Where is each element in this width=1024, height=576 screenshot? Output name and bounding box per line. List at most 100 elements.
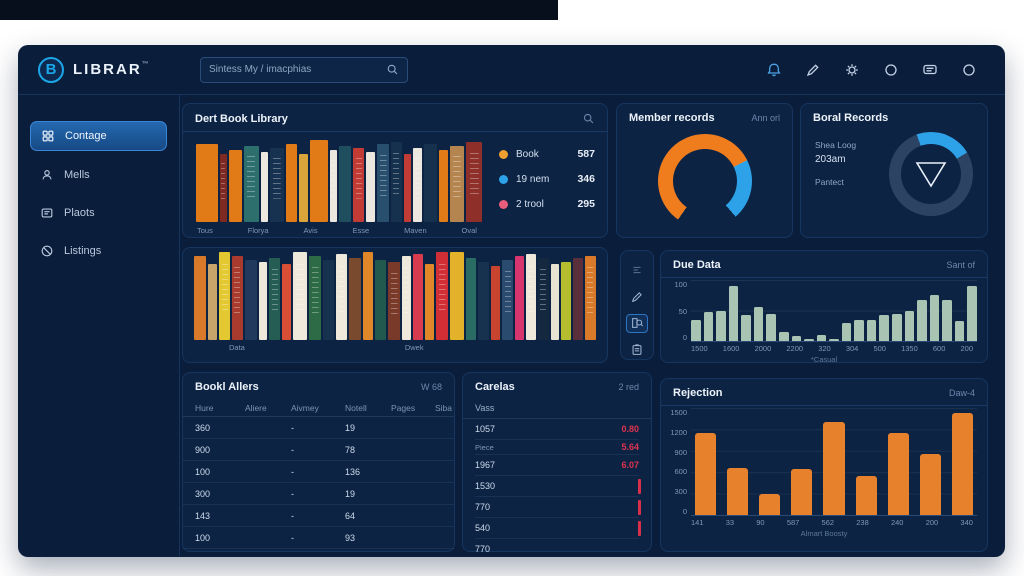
book-spine	[229, 150, 242, 222]
book-spine	[387, 262, 400, 340]
chart-bar	[942, 300, 952, 341]
book-spine	[348, 258, 361, 340]
due-bar-chart	[691, 280, 977, 342]
chat-lines-icon[interactable]	[921, 61, 938, 78]
logo-b-icon: B	[38, 56, 64, 83]
logo-trademark: ™	[141, 61, 151, 68]
circle-icon[interactable]	[882, 61, 899, 78]
book-spine	[298, 154, 309, 222]
pen-icon[interactable]	[804, 61, 821, 78]
book-spine	[515, 256, 524, 340]
lines-icon[interactable]	[626, 261, 648, 279]
book-spine	[412, 148, 423, 222]
book-spine	[309, 256, 322, 340]
bookshelf-spines	[183, 248, 607, 340]
user-circle-icon[interactable]	[960, 61, 977, 78]
book-spine	[261, 152, 269, 222]
main-content: Dert Book Library Tous Florya Avis Esse Mave…	[180, 95, 1005, 556]
book-spine	[353, 148, 365, 222]
legend-dot-icon	[499, 199, 508, 209]
sidebar-item-listings[interactable]: Listings	[30, 237, 167, 265]
search-bar[interactable]	[200, 56, 408, 83]
chart-bar	[759, 494, 781, 515]
panel-title: Member records	[629, 112, 715, 124]
table-row: 360-19	[183, 417, 454, 439]
label: Aivmey	[291, 402, 319, 413]
book-search-icon[interactable]	[626, 313, 648, 333]
gear-icon[interactable]	[843, 61, 860, 78]
sidebar-item-contage[interactable]: Contage	[30, 121, 167, 151]
label: Florya	[247, 226, 269, 235]
book-spine	[425, 264, 434, 340]
sidebar: Contage Mells Plaots Listings	[18, 95, 180, 556]
search-icon	[387, 64, 398, 75]
label: Oval	[461, 226, 477, 235]
book-spine	[572, 258, 583, 340]
app-window: B LIBRAR™ Contage Mells	[18, 45, 1005, 557]
bookshelf-captions: Data Dwek	[229, 343, 424, 352]
chart-bar	[919, 453, 941, 515]
carelas-link[interactable]: 2 red	[618, 382, 639, 392]
book-spine	[310, 140, 328, 222]
member-records-link[interactable]: Ann orl	[751, 113, 780, 123]
carelas-row: 1057 0.80	[475, 419, 639, 440]
sidebar-item-mells[interactable]: Mells	[30, 161, 167, 189]
card-icon	[41, 208, 53, 218]
label: 562	[821, 518, 835, 527]
table-header: Hure Aliere Aivmey Notell Pages Siba	[183, 399, 454, 417]
label: Pages	[391, 402, 416, 413]
rejection-xlabel: Almart Boosty	[800, 529, 848, 538]
book-spine	[402, 256, 412, 340]
chart-bar	[892, 313, 902, 341]
chart-bar	[967, 286, 977, 341]
rejection-link[interactable]: Daw-4	[948, 388, 975, 398]
label: 238	[856, 518, 869, 527]
label: 1500	[670, 408, 687, 417]
book-spine	[270, 148, 285, 222]
search-input[interactable]	[209, 64, 386, 75]
clipboard-icon[interactable]	[626, 341, 648, 359]
chart-bar	[951, 413, 973, 515]
book-spine	[561, 262, 571, 340]
label: 2000	[754, 344, 772, 353]
carelas-row: 770	[475, 497, 641, 518]
panel-title: Bookl Allers	[195, 381, 259, 393]
book-spine	[286, 144, 297, 222]
due-y-axis: 100 50 0	[671, 280, 691, 342]
triangle-down-icon	[915, 162, 947, 188]
bell-icon[interactable]	[765, 61, 782, 78]
label: 587	[786, 518, 800, 527]
book-spine	[374, 260, 386, 340]
chart-bar	[829, 339, 839, 341]
book-spine	[362, 252, 373, 340]
book-spine	[376, 144, 390, 222]
label: 600	[932, 344, 946, 353]
carelas-subheader: Vass	[463, 399, 651, 419]
chart-bar	[778, 331, 789, 341]
table-row: 300-19	[183, 483, 454, 505]
book-spine	[196, 144, 218, 222]
label: Esse	[352, 226, 370, 235]
sidebar-item-label: Plaots	[64, 207, 95, 219]
due-data-link[interactable]: Sant of	[946, 260, 975, 270]
book-alerts-link[interactable]: W 68	[420, 382, 442, 392]
label: 900	[674, 447, 687, 457]
pen-icon[interactable]	[626, 287, 648, 305]
carelas-row: 540	[475, 518, 641, 539]
label: 300	[674, 487, 687, 497]
panel-search-icon[interactable]	[582, 112, 595, 125]
label: 90	[756, 518, 765, 527]
legend-item: 19 nem 346	[499, 173, 595, 185]
book-spine	[435, 252, 448, 340]
shelf-labels: Tous Florya Avis Esse Maven Oval	[195, 222, 483, 235]
tool-strip	[620, 250, 654, 360]
label: 33	[725, 518, 735, 527]
panel-title: Due Data	[673, 259, 721, 271]
logo-wordmark: LIBRAR™	[73, 61, 151, 78]
book-spine	[438, 150, 449, 222]
red-tick-indicator	[638, 521, 641, 536]
label: 100	[674, 280, 687, 289]
chart-bar	[823, 422, 845, 515]
sidebar-item-plaots[interactable]: Plaots	[30, 199, 167, 227]
label: 340	[960, 518, 973, 527]
